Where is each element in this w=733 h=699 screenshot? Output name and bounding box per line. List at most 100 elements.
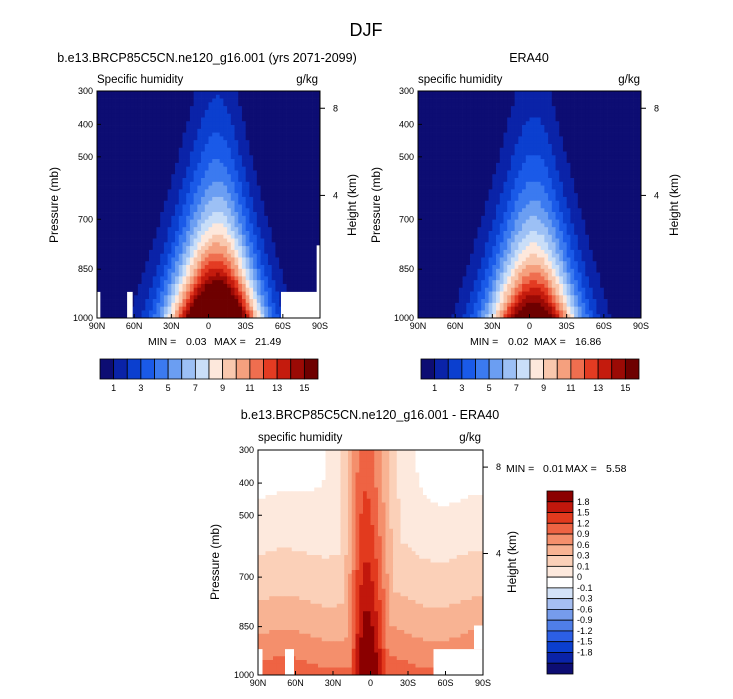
panel-era40-colorbar-swatch bbox=[584, 358, 599, 380]
panel-diff-colorbar-label: -0.1 bbox=[577, 583, 593, 593]
panel-diff-colorbar: 1.81.51.20.90.60.30.10-0.1-0.3-0.6-0.9-1… bbox=[546, 490, 593, 675]
panel-diff-colorbar-label: 0.9 bbox=[577, 529, 590, 539]
panel-model-colorbar-swatch bbox=[263, 358, 278, 380]
panel-diff-field bbox=[258, 450, 484, 676]
panel-model-xtick-label: 60N bbox=[126, 321, 143, 331]
panel-diff-ytick-label: 1000 bbox=[234, 670, 254, 680]
panel-model-colorbar-label: 1 bbox=[111, 383, 116, 393]
panel-diff-colorbar-label: -0.3 bbox=[577, 594, 593, 604]
panel-diff-ytick-label: 400 bbox=[239, 478, 254, 488]
panel-diff-y2tick-label: 8 bbox=[496, 462, 501, 472]
panel-model-xtick-label: 0 bbox=[206, 321, 211, 331]
panel-era40-colorbar-swatch bbox=[502, 358, 517, 380]
panel-model-ytick-label: 700 bbox=[78, 214, 93, 224]
panel-era40-xtick-label: 60S bbox=[596, 321, 612, 331]
panel-era40-min-value: 0.02 bbox=[508, 336, 529, 348]
panel-diff-colorbar-label: 0.3 bbox=[577, 551, 590, 561]
panel-model-colorbar-swatch bbox=[140, 358, 155, 380]
panel-model-title: b.e13.BRCP85C5CN.ne120_g16.001 (yrs 2071… bbox=[57, 51, 357, 65]
panel-era40-colorbar-label: 1 bbox=[432, 383, 437, 393]
panel-model-ytick-label: 400 bbox=[78, 119, 93, 129]
panel-diff-colorbar-swatch bbox=[546, 652, 574, 664]
panel-diff-xtick-label: 30S bbox=[400, 678, 416, 688]
panel-era40-ytick-label: 700 bbox=[399, 214, 414, 224]
panel-era40-colorbar-swatch bbox=[570, 358, 585, 380]
panel-diff-ylabel: Pressure (mb) bbox=[208, 524, 222, 600]
panel-diff-xtick-label: 90S bbox=[475, 678, 491, 688]
panel-model-ytick-label: 850 bbox=[78, 264, 93, 274]
panel-diff-colorbar-label: 1.2 bbox=[577, 518, 590, 528]
panel-diff-units: g/kg bbox=[459, 432, 481, 444]
panel-model-xtick-label: 30S bbox=[238, 321, 254, 331]
panel-era40-colorbar-label: 11 bbox=[566, 383, 575, 393]
panel-era40-xtick-label: 60N bbox=[447, 321, 464, 331]
panel-diff-colorbar-swatch bbox=[546, 501, 574, 513]
panel-model-colorbar-label: 11 bbox=[245, 383, 254, 393]
panel-diff-colorbar-label: -0.6 bbox=[577, 604, 593, 614]
panel-diff-colorbar-label: 0.1 bbox=[577, 561, 590, 571]
panel-diff-variable: specific humidity bbox=[258, 432, 343, 444]
panel-diff-colorbar-swatch bbox=[546, 609, 574, 621]
panel-diff-colorbar-label: -1.2 bbox=[577, 626, 593, 636]
panel-era40-colorbar-label: 9 bbox=[541, 383, 546, 393]
panel-diff-colorbar-swatch bbox=[546, 565, 574, 578]
panel-model-colorbar-label: 3 bbox=[138, 383, 143, 393]
panel-diff-colorbar-swatch bbox=[546, 587, 574, 600]
panel-era40-max-label: MAX = bbox=[534, 336, 566, 348]
panel-diff-xtick-label: 30N bbox=[325, 678, 342, 688]
panel-model-colorbar-label: 9 bbox=[220, 383, 225, 393]
panel-era40-colorbar-swatch bbox=[624, 358, 640, 380]
panel-era40-xtick-label: 30N bbox=[484, 321, 501, 331]
panel-era40: ERA40 specific humidity g/kg 90N 60N 30N 0 3… bbox=[369, 51, 681, 393]
panel-model-min-label: MIN = bbox=[148, 336, 176, 348]
panel-model-colorbar-swatch bbox=[249, 358, 264, 380]
panel-era40-colorbar-swatch bbox=[447, 358, 463, 380]
panel-model: b.e13.BRCP85C5CN.ne120_g16.001 (yrs 2071… bbox=[47, 51, 359, 393]
panel-diff-colorbar-swatch bbox=[546, 522, 574, 535]
panel-era40-colorbar-label: 5 bbox=[487, 383, 492, 393]
panel-model-colorbar-swatch bbox=[222, 358, 237, 380]
panel-era40-colorbar-swatch bbox=[611, 358, 626, 380]
panel-model-colorbar-swatch bbox=[99, 358, 115, 380]
panel-diff-title: b.e13.BRCP85C5CN.ne120_g16.001 - ERA40 bbox=[241, 408, 500, 422]
panel-diff-xtick-label: 0 bbox=[368, 678, 373, 688]
panel-era40-y2tick-label: 8 bbox=[654, 103, 659, 113]
panel-model-max-label: MAX = bbox=[214, 336, 246, 348]
panel-era40-colorbar-swatch bbox=[420, 358, 436, 380]
panel-era40-colorbar-swatch bbox=[597, 358, 613, 380]
panel-diff-max-value: 5.58 bbox=[606, 463, 627, 475]
panel-era40-ytick-label: 300 bbox=[399, 86, 414, 96]
panel-diff-colorbar-swatch bbox=[546, 512, 574, 524]
panel-diff-colorbar-label: 0 bbox=[577, 572, 582, 582]
panel-diff-stats: MIN = 0.01 MAX = 5.58 bbox=[506, 463, 627, 475]
panel-era40-colorbar-label: 3 bbox=[459, 383, 464, 393]
panel-diff-colorbar-label: -1.8 bbox=[577, 647, 593, 657]
panel-model-min-value: 0.03 bbox=[186, 336, 207, 348]
panel-era40-colorbar-swatch bbox=[543, 358, 558, 380]
panel-diff-ytick-label: 300 bbox=[239, 445, 254, 455]
panel-era40-ytick-label: 500 bbox=[399, 152, 414, 162]
panel-diff-xtick-label: 60S bbox=[437, 678, 453, 688]
panel-era40-colorbar-swatch bbox=[556, 358, 572, 380]
panel-diff-ytick-label: 500 bbox=[239, 510, 254, 520]
panel-model-colorbar-swatch bbox=[126, 358, 142, 380]
panel-model-ytick-label: 300 bbox=[78, 86, 93, 96]
panel-model-max-value: 21.49 bbox=[255, 336, 281, 348]
panel-era40-title: ERA40 bbox=[509, 51, 549, 65]
panel-model-xtick-label: 90N bbox=[89, 321, 106, 331]
panel-model-colorbar-label: 13 bbox=[272, 383, 282, 393]
panel-era40-ylabel: Pressure (mb) bbox=[369, 167, 383, 243]
panel-diff-colorbar-swatch bbox=[546, 555, 574, 567]
panel-model-ytick-label: 500 bbox=[78, 152, 93, 162]
panel-diff-ytick-label: 850 bbox=[239, 622, 254, 632]
panel-era40-variable: specific humidity bbox=[418, 74, 503, 86]
panel-diff-y2label: Height (km) bbox=[505, 531, 519, 593]
panel-diff-ytick-label: 700 bbox=[239, 572, 254, 582]
panel-model-colorbar-swatch bbox=[276, 358, 292, 380]
figure-title: DJF bbox=[350, 20, 383, 40]
panel-diff-xtick-label: 60N bbox=[287, 678, 304, 688]
panel-era40-xtick-label: 90S bbox=[633, 321, 649, 331]
panel-model-colorbar: 1 3 5 7 9 11 13 15 bbox=[99, 358, 319, 393]
panel-diff-max-label: MAX = bbox=[565, 463, 597, 475]
